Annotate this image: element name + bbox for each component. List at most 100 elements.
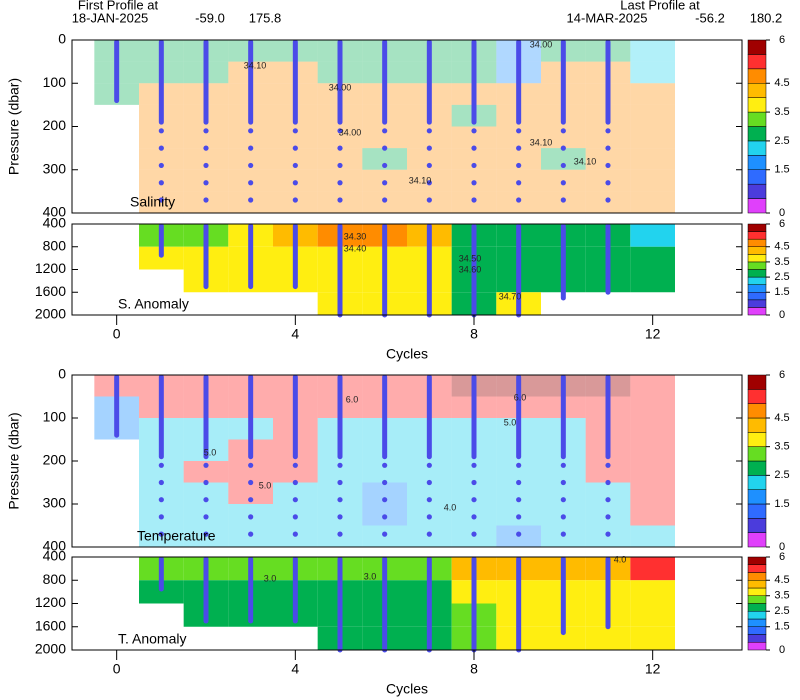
- contour-label: 34.10: [244, 60, 267, 70]
- profile-sample: [248, 514, 254, 520]
- profile-sample: [382, 479, 388, 486]
- heatmap-cell: [630, 375, 675, 397]
- profile-sample: [382, 462, 388, 468]
- colorbar-tick-label: 2.5: [774, 605, 789, 617]
- colorbar-band: [747, 580, 767, 589]
- heatmap-cell: [273, 461, 318, 483]
- colorbar-band: [747, 269, 767, 278]
- contour-label: 34.00: [530, 39, 553, 49]
- colorbar-band: [747, 140, 767, 156]
- y-tick-label: 1200: [35, 260, 66, 276]
- profile-sample: [516, 531, 522, 537]
- heatmap-cell: [541, 461, 586, 483]
- y-tick-label: 1200: [35, 594, 66, 610]
- profile-sample: [560, 128, 566, 134]
- profile-sample: [158, 479, 164, 486]
- first-lat: -59.0: [195, 10, 225, 25]
- heatmap-cell: [362, 126, 407, 149]
- heatmap-cell: [407, 461, 452, 483]
- colorbar-tick-label: 3.5: [774, 441, 789, 453]
- colorbar-band: [747, 254, 767, 263]
- colorbar-tick-label: 4.5: [774, 412, 789, 424]
- heatmap-cell: [630, 525, 675, 547]
- profile-sample: [426, 462, 432, 468]
- profile-sample: [516, 128, 522, 134]
- colorbar-tick-label: 2.5: [774, 271, 789, 283]
- profile-sample: [382, 180, 388, 186]
- profile-sample: [426, 180, 432, 186]
- profile-sample: [158, 180, 164, 186]
- profile-sample: [292, 162, 298, 169]
- y-tick-label: 300: [43, 495, 67, 511]
- heatmap-cell: [630, 126, 675, 149]
- profile-sample: [516, 162, 522, 169]
- profile-sample: [382, 128, 388, 134]
- colorbar-tick-label: 4.5: [774, 574, 789, 586]
- profile-sample: [248, 531, 254, 537]
- x-tick-label: 8: [470, 326, 478, 342]
- heatmap-cell: [183, 482, 229, 504]
- colorbar-tick-label: 0: [779, 309, 785, 321]
- heatmap-cell: [451, 461, 497, 483]
- heatmap-cell: [139, 580, 184, 604]
- heatmap-cell: [541, 482, 586, 504]
- colorbar-tick-label: 1.5: [774, 498, 789, 510]
- profile-sample: [203, 197, 209, 203]
- profile-sample: [248, 145, 254, 151]
- profile-sample: [516, 197, 522, 203]
- heatmap-cell: [317, 148, 363, 170]
- heatmap-cell: [630, 396, 675, 418]
- first-date: 18-JAN-2025: [72, 10, 149, 25]
- colorbar-band: [747, 556, 767, 565]
- profile-sample: [605, 514, 611, 520]
- heatmap-cell: [630, 169, 675, 192]
- profile-sample: [605, 197, 611, 203]
- heatmap-cell: [407, 126, 452, 149]
- heatmap-cell: [496, 126, 541, 149]
- profile-sample: [203, 180, 209, 186]
- heatmap-cell: [273, 126, 318, 149]
- y-tick-label: 2000: [35, 306, 66, 322]
- colorbar-tick-label: 3.5: [774, 590, 789, 602]
- heatmap-cell: [273, 482, 318, 504]
- contour-label: 6.0: [514, 392, 527, 402]
- profile-sample: [248, 180, 254, 186]
- contour-label: 34.10: [574, 156, 597, 166]
- contour-label: 5.0: [259, 480, 272, 490]
- heatmap-cell: [630, 61, 675, 84]
- profile-sample: [426, 531, 432, 537]
- contour-label: 3.0: [264, 573, 277, 583]
- contour-label: 3.0: [364, 571, 377, 581]
- colorbar-tick-label: 1.5: [774, 286, 789, 298]
- colorbar-tick-label: 4.5: [774, 241, 789, 253]
- heatmap-cell: [630, 83, 675, 105]
- profile-sample: [158, 128, 164, 134]
- contour-label: 34.30: [344, 231, 367, 241]
- colorbar-tick-label: 6: [779, 218, 785, 230]
- heatmap-cell: [585, 626, 631, 650]
- profile-sample: [471, 514, 477, 520]
- profile-sample: [426, 197, 432, 203]
- colorbar-band: [747, 68, 767, 84]
- y-axis-title: Pressure (dbar): [6, 412, 22, 509]
- profile-sample: [203, 497, 209, 503]
- profile-sample: [248, 128, 254, 134]
- colorbar-band: [747, 587, 767, 596]
- profile-sample: [560, 197, 566, 203]
- colorbar-band: [747, 223, 767, 232]
- heatmap-cell: [541, 126, 586, 149]
- heatmap-cell: [139, 482, 184, 504]
- profile-sample: [382, 531, 388, 537]
- colorbar-band: [747, 626, 767, 635]
- colorbar-tick-label: 0: [779, 207, 785, 219]
- heatmap-cell: [585, 461, 631, 483]
- heatmap-cell: [630, 439, 675, 461]
- colorbar-band: [747, 246, 767, 255]
- contour-label: 34.00: [329, 82, 352, 92]
- y-tick-label: 100: [43, 409, 67, 425]
- colorbar-band: [747, 261, 767, 270]
- profile-sample: [337, 479, 343, 486]
- y-tick-label: 400: [43, 548, 67, 564]
- colorbar-tick-label: 6: [779, 34, 785, 46]
- profile-sample: [248, 197, 254, 203]
